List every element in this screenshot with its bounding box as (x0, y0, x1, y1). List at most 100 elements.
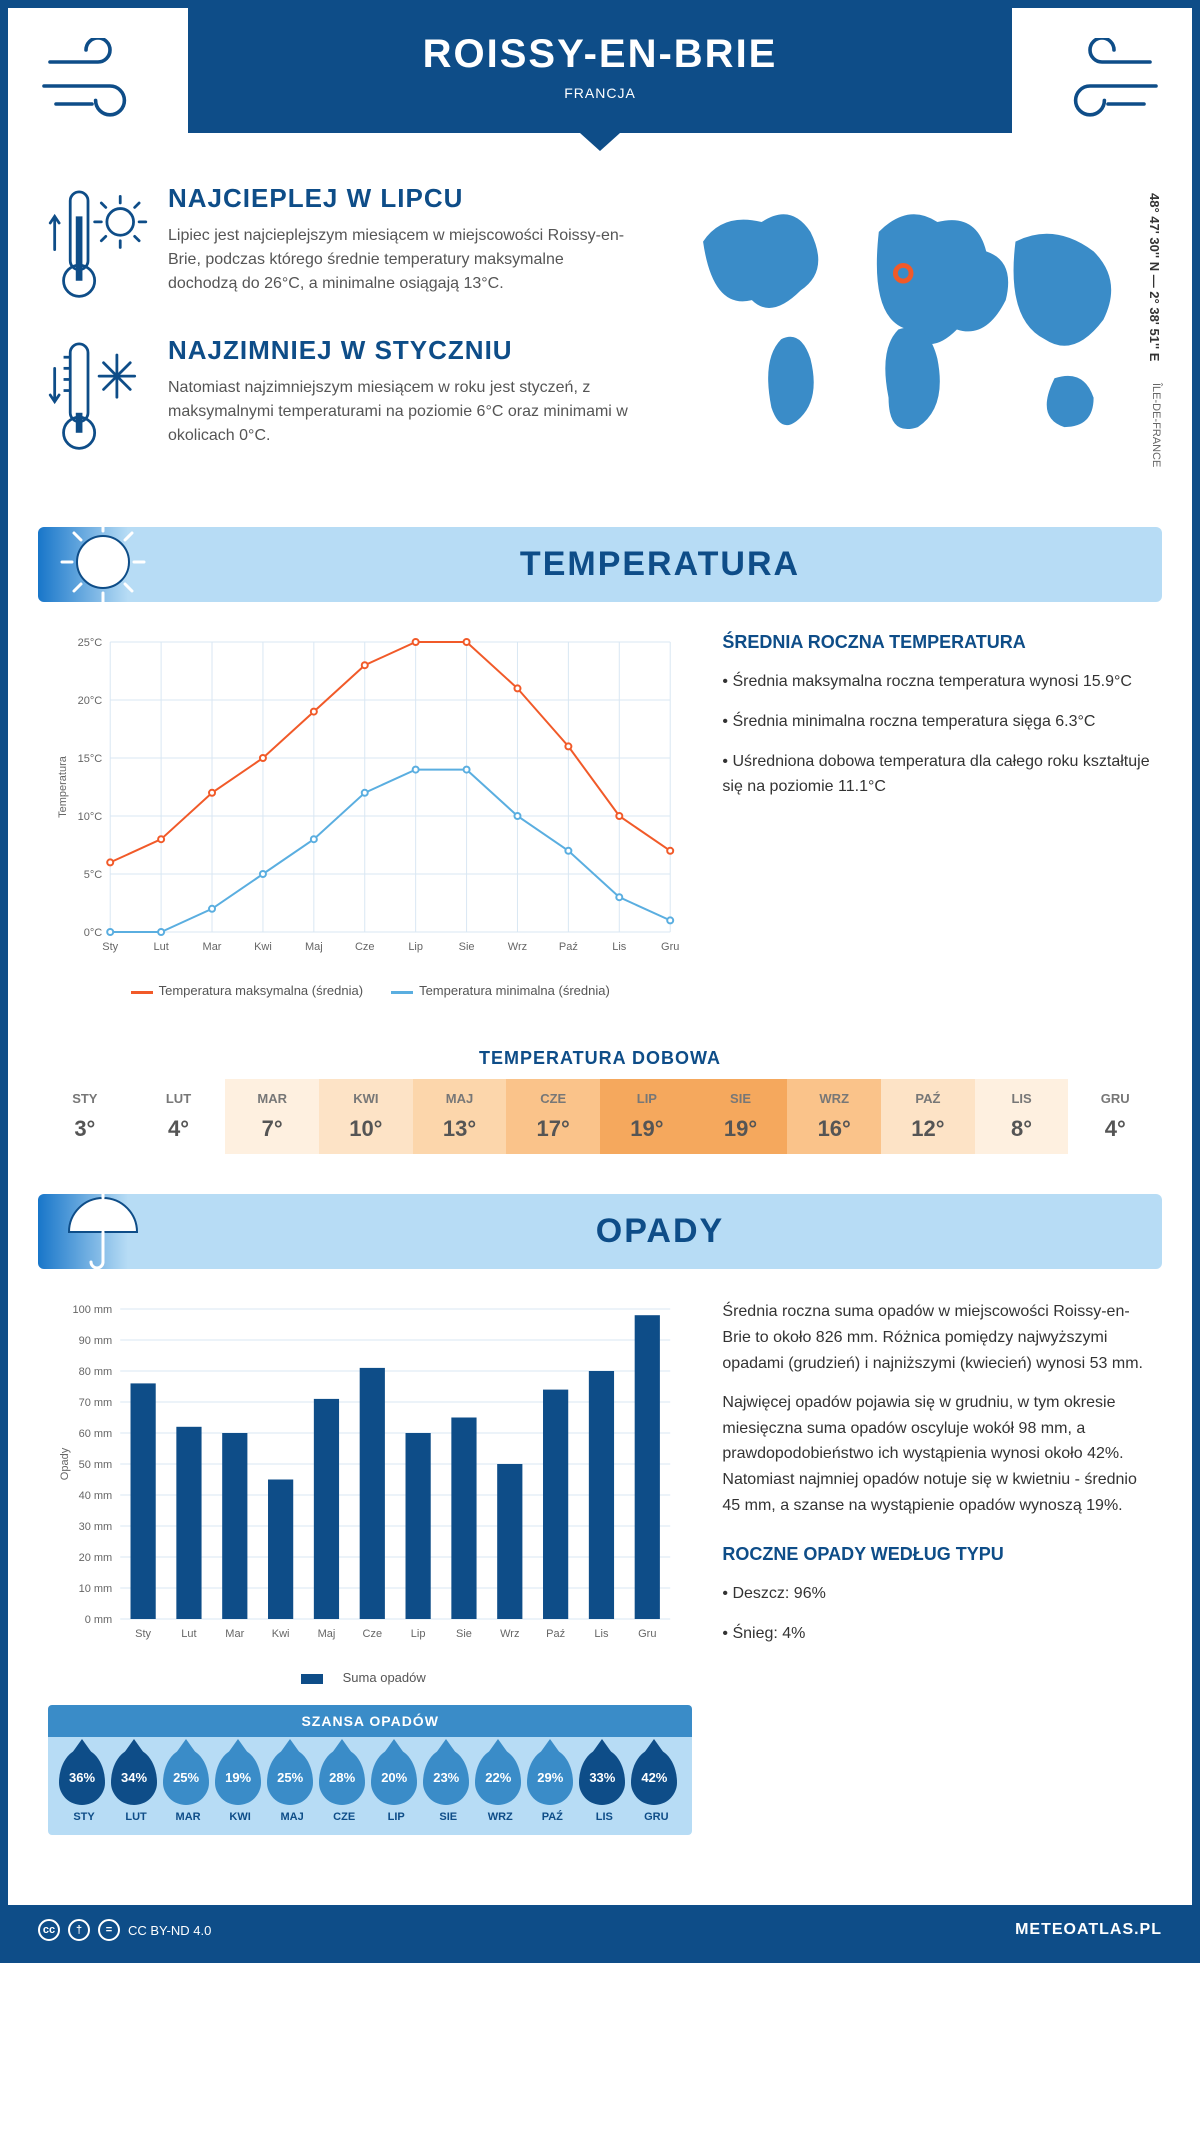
svg-text:Sty: Sty (102, 941, 118, 953)
daily-cell: LUT4° (132, 1079, 226, 1154)
svg-text:50 mm: 50 mm (79, 1459, 113, 1471)
daily-cell: MAJ13° (413, 1079, 507, 1154)
thermometer-cold-icon (48, 335, 148, 457)
temp-bullet: • Uśredniona dobowa temperatura dla całe… (722, 749, 1152, 800)
precip-type-bullet: • Śnieg: 4% (722, 1621, 1152, 1647)
svg-text:Lut: Lut (181, 1628, 196, 1640)
svg-text:30 mm: 30 mm (79, 1521, 113, 1533)
rain-drop: 25% MAR (163, 1749, 213, 1823)
daily-cell: KWI10° (319, 1079, 413, 1154)
svg-text:20°C: 20°C (78, 695, 103, 707)
daily-cell: PAŹ12° (881, 1079, 975, 1154)
svg-text:25°C: 25°C (78, 637, 103, 649)
daily-cell: LIS8° (975, 1079, 1069, 1154)
daily-cell: LIP19° (600, 1079, 694, 1154)
svg-text:Mar: Mar (203, 941, 222, 953)
svg-text:Lip: Lip (411, 1628, 426, 1640)
svg-text:5°C: 5°C (84, 869, 103, 881)
svg-text:70 mm: 70 mm (79, 1397, 113, 1409)
temp-bullet: • Średnia maksymalna roczna temperatura … (722, 669, 1152, 695)
svg-text:Opady: Opady (59, 1448, 71, 1481)
page-footer: cc † = CC BY-ND 4.0 METEOATLAS.PL (8, 1905, 1192, 1955)
daily-temp-table: STY3° LUT4° MAR7° KWI10° MAJ13° CZE17° L… (38, 1079, 1162, 1154)
rain-drop: 25% MAJ (267, 1749, 317, 1823)
svg-text:Maj: Maj (318, 1628, 336, 1640)
svg-text:10°C: 10°C (78, 811, 103, 823)
rain-chance-row: 36% STY 34% LUT 25% MAR 19% KWI 25% MAJ … (48, 1737, 692, 1835)
city-name: ROISSY-EN-BRIE (188, 32, 1012, 77)
svg-text:80 mm: 80 mm (79, 1366, 113, 1378)
umbrella-icon (58, 1184, 148, 1274)
precipitation-legend: Suma opadów (48, 1670, 692, 1685)
rain-drop: 42% GRU (631, 1749, 681, 1823)
rain-drop: 28% CZE (319, 1749, 369, 1823)
svg-text:Temperatura: Temperatura (57, 756, 69, 819)
precip-para: Średnia roczna suma opadów w miejscowośc… (722, 1299, 1152, 1376)
svg-text:Maj: Maj (305, 941, 323, 953)
svg-text:Paź: Paź (559, 941, 578, 953)
svg-text:Wrz: Wrz (508, 941, 527, 953)
license-text: CC BY-ND 4.0 (128, 1923, 211, 1938)
svg-text:100 mm: 100 mm (72, 1304, 112, 1316)
svg-text:60 mm: 60 mm (79, 1428, 113, 1440)
svg-text:0°C: 0°C (84, 927, 103, 939)
precipitation-section-head: OPADY (38, 1194, 1162, 1269)
svg-text:15°C: 15°C (78, 753, 103, 765)
world-map (664, 183, 1152, 456)
rain-drop: 22% WRZ (475, 1749, 525, 1823)
precip-para: Najwięcej opadów pojawia się w grudniu, … (722, 1390, 1152, 1518)
precipitation-bar-chart: 0 mm10 mm20 mm30 mm40 mm50 mm60 mm70 mm8… (48, 1299, 692, 1659)
svg-text:90 mm: 90 mm (79, 1335, 113, 1347)
page-header: ROISSY-EN-BRIE FRANCJA (188, 8, 1012, 133)
rain-drop: 19% KWI (215, 1749, 265, 1823)
coordinates: 48° 47' 30'' N — 2° 38' 51'' E (1147, 193, 1162, 361)
svg-text:40 mm: 40 mm (79, 1490, 113, 1502)
svg-text:Lip: Lip (408, 941, 423, 953)
svg-text:0 mm: 0 mm (85, 1614, 113, 1626)
rain-drop: 20% LIP (371, 1749, 421, 1823)
coldest-block: NAJZIMNIEJ W STYCZNIU Natomiast najzimni… (48, 335, 634, 457)
svg-text:Sty: Sty (135, 1628, 151, 1640)
hot-title: NAJCIEPLEJ W LIPCU (168, 183, 634, 214)
svg-text:Paź: Paź (546, 1628, 565, 1640)
temperature-section-head: TEMPERATURA (38, 527, 1162, 602)
sun-icon (58, 517, 148, 607)
cold-title: NAJZIMNIEJ W STYCZNIU (168, 335, 634, 366)
temp-bullet: • Średnia minimalna roczna temperatura s… (722, 709, 1152, 735)
temperature-line-chart: 0°C 5°C 10°C 15°C 20°C 25°C Sty Lut Mar Kwi Maj Cze… (48, 632, 692, 972)
svg-text:Lut: Lut (153, 941, 168, 953)
rain-drop: 23% SIE (423, 1749, 473, 1823)
nd-icon: = (98, 1919, 120, 1941)
temp-side-title: ŚREDNIA ROCZNA TEMPERATURA (722, 632, 1152, 653)
brand-name: METEOATLAS.PL (1015, 1921, 1162, 1939)
country-name: FRANCJA (188, 85, 1012, 101)
rain-drop: 33% LIS (579, 1749, 629, 1823)
rain-chance-title: SZANSA OPADÓW (48, 1705, 692, 1737)
temperature-title: TEMPERATURA (158, 545, 1162, 584)
daily-cell: MAR7° (225, 1079, 319, 1154)
daily-cell: SIE19° (694, 1079, 788, 1154)
rain-drop: 34% LUT (111, 1749, 161, 1823)
svg-text:Lis: Lis (612, 941, 627, 953)
wind-icon (38, 38, 158, 122)
svg-text:Gru: Gru (638, 1628, 656, 1640)
precip-type-bullet: • Deszcz: 96% (722, 1581, 1152, 1607)
temperature-legend: Temperatura maksymalna (średnia)Temperat… (48, 983, 692, 998)
thermometer-hot-icon (48, 183, 148, 305)
by-icon: † (68, 1919, 90, 1941)
svg-text:Kwi: Kwi (254, 941, 272, 953)
precip-type-title: ROCZNE OPADY WEDŁUG TYPU (722, 1544, 1152, 1565)
daily-cell: STY3° (38, 1079, 132, 1154)
daily-cell: WRZ16° (787, 1079, 881, 1154)
cold-text: Natomiast najzimniejszym miesiącem w rok… (168, 376, 634, 448)
svg-text:Kwi: Kwi (272, 1628, 290, 1640)
daily-cell: CZE17° (506, 1079, 600, 1154)
svg-text:Sie: Sie (459, 941, 475, 953)
svg-text:Cze: Cze (355, 941, 375, 953)
daily-cell: GRU4° (1068, 1079, 1162, 1154)
svg-text:Sie: Sie (456, 1628, 472, 1640)
svg-text:Wrz: Wrz (500, 1628, 519, 1640)
precipitation-title: OPADY (158, 1212, 1162, 1251)
region-label: ÎLE-DE-FRANCE (1150, 383, 1162, 467)
svg-text:Cze: Cze (363, 1628, 383, 1640)
